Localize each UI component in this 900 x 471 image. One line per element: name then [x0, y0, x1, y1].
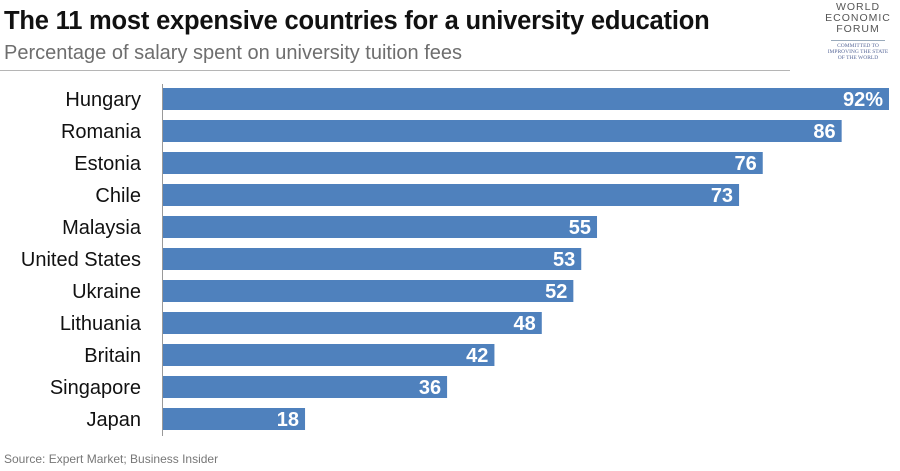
source-note: Source: Expert Market; Business Insider — [4, 452, 219, 466]
logo-line-1: WORLD — [835, 1, 881, 13]
chart-subtitle: Percentage of salary spent on university… — [4, 42, 463, 64]
bar-lithuania — [163, 312, 542, 334]
logo-tagline-1: COMMITTED TO — [837, 43, 879, 49]
category-label: Estonia — [74, 153, 142, 175]
bar-united-states — [163, 248, 582, 270]
data-label: 76 — [734, 153, 756, 175]
category-label: Britain — [84, 345, 141, 367]
bar-japan — [163, 408, 306, 430]
bar-ukraine — [163, 280, 574, 302]
category-label: United States — [21, 249, 141, 271]
data-label: 18 — [277, 409, 299, 431]
bar-chile — [163, 184, 740, 206]
logo-tagline-3: OF THE WORLD — [837, 55, 879, 61]
bar-hungary — [163, 88, 889, 110]
category-labels-layer: Hungary Romania Estonia Chile Malaysia United… — [21, 89, 142, 431]
logo-tagline-2: IMPROVING THE STATE — [827, 49, 889, 55]
data-label: 52 — [545, 281, 567, 303]
category-label: Chile — [95, 185, 141, 207]
logo-line-2: ECONOMIC — [825, 12, 891, 24]
category-label: Malaysia — [62, 217, 142, 239]
data-label: 73 — [711, 185, 733, 207]
category-label: Hungary — [65, 89, 141, 111]
data-label: 55 — [569, 217, 591, 239]
wef-logo: WORLD ECONOMIC FORUM COMMITTED TO IMPROV… — [818, 2, 898, 66]
category-label: Singapore — [50, 377, 141, 399]
data-label: 86 — [813, 121, 835, 143]
data-label: 42 — [466, 345, 488, 367]
data-label: 53 — [553, 249, 575, 271]
logo-divider — [831, 40, 885, 41]
data-label: 48 — [514, 313, 536, 335]
category-label: Ukraine — [72, 281, 141, 303]
logo-line-3: FORUM — [836, 23, 880, 35]
bar-estonia — [163, 152, 763, 174]
data-label: 92% — [843, 89, 883, 111]
bar-britain — [163, 344, 495, 366]
category-label: Lithuania — [60, 313, 142, 335]
bar-romania — [163, 120, 842, 142]
bar-singapore — [163, 376, 448, 398]
chart-title: The 11 most expensive countries for a un… — [4, 7, 710, 35]
category-label: Romania — [61, 121, 142, 143]
bar-malaysia — [163, 216, 598, 238]
header-divider — [0, 70, 790, 71]
category-label: Japan — [87, 409, 142, 431]
data-label: 36 — [419, 377, 441, 399]
